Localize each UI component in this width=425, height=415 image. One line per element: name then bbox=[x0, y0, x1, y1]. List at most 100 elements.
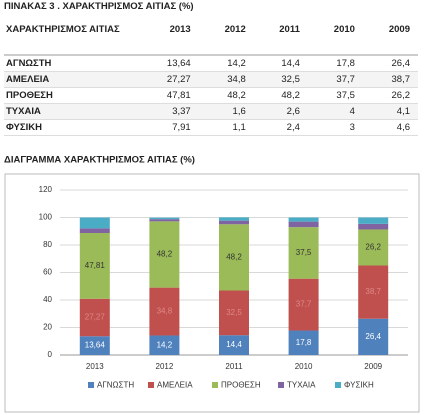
legend-label: ΦΥΣΙΚΗ bbox=[344, 381, 374, 390]
bar-segment bbox=[149, 221, 180, 288]
table-cell: 4 bbox=[307, 103, 363, 120]
legend-label: ΠΡΟΘΕΣΗ bbox=[221, 381, 261, 390]
table-cell: 2013 bbox=[139, 20, 199, 56]
bar-segment bbox=[288, 330, 319, 355]
data-label: 32,5 bbox=[226, 308, 242, 317]
bar-segment bbox=[358, 318, 389, 355]
bar-segment bbox=[219, 224, 249, 291]
x-tick-label: 2011 bbox=[225, 362, 243, 371]
table-cell: 7,91 bbox=[139, 119, 199, 136]
data-label: 48,2 bbox=[226, 252, 242, 261]
data-label: 17,8 bbox=[296, 338, 312, 347]
y-tick-label: 0 bbox=[48, 350, 53, 359]
table-cell: 47,81 bbox=[139, 87, 199, 104]
chart: ΔΙΑΓΡΑΜΜΑ ΧΑΡΑΚΤΗΡΙΣΜΟΣ ΑΙΤΙΑΣ (%) 0 20 40… bbox=[4, 155, 420, 413]
table-cell: 26,2 bbox=[362, 87, 418, 104]
table-cell: ΧΑΡΑΚΤΗΡΙΣΜΟΣ ΑΙΤΙΑΣ bbox=[4, 20, 139, 56]
table-cell: 2010 bbox=[307, 20, 363, 56]
table-row: ΑΜΕΛΕΙΑ 27,27 34,8 32,5 37,7 38,7 bbox=[4, 71, 418, 88]
data-label: 14,2 bbox=[157, 340, 173, 349]
table-row: ΤΥΧΑΙΑ 3,37 1,6 2,6 4 4,1 bbox=[4, 103, 418, 120]
data-label: 26,2 bbox=[365, 243, 381, 252]
y-tick-label: 120 bbox=[39, 185, 53, 194]
table-cell: 2012 bbox=[198, 20, 254, 56]
bar-segment bbox=[79, 298, 110, 337]
table-cell: 13,64 bbox=[139, 55, 199, 72]
y-tick-label: 100 bbox=[39, 213, 53, 222]
table-cell: 48,2 bbox=[253, 87, 308, 104]
legend-label: ΑΜΕΛΕΙΑ bbox=[157, 381, 193, 390]
bar-segment bbox=[149, 287, 180, 336]
y-tick-label: 40 bbox=[43, 295, 52, 304]
table-cell: 1,1 bbox=[198, 119, 254, 136]
bar-segment bbox=[79, 228, 110, 234]
data-label: 27,27 bbox=[85, 313, 106, 322]
table-cell: 3 bbox=[307, 119, 363, 136]
legend-label: ΑΓΝΩΣΤΗ bbox=[97, 381, 134, 390]
x-tick-label: 2012 bbox=[156, 362, 174, 371]
table-cell: 4,1 bbox=[362, 103, 418, 120]
table-cell: ΠΡΟΘΕΣΗ bbox=[4, 87, 139, 104]
x-tick-label: 2009 bbox=[364, 362, 382, 371]
chart-title: ΔΙΑΓΡΑΜΜΑ ΧΑΡΑΚΤΗΡΙΣΜΟΣ ΑΙΤΙΑΣ (%) bbox=[4, 155, 195, 166]
table-cell: 2011 bbox=[253, 20, 308, 56]
bar-segment bbox=[288, 278, 319, 331]
table-cell: 27,27 bbox=[139, 71, 199, 88]
bar-segment bbox=[219, 217, 249, 221]
data-label: 38,7 bbox=[365, 287, 381, 296]
bar-segment bbox=[149, 217, 180, 220]
data-label: 37,5 bbox=[296, 248, 312, 257]
data-label: 47,81 bbox=[85, 261, 106, 270]
data-label: 34,8 bbox=[157, 307, 173, 316]
table-cell: 17,8 bbox=[307, 55, 363, 72]
table-cell: 48,2 bbox=[198, 87, 254, 104]
bar-segment bbox=[79, 217, 110, 229]
table-cell: 14,2 bbox=[198, 55, 254, 72]
bar-segment bbox=[288, 217, 319, 222]
table-cell: 26,4 bbox=[362, 55, 418, 72]
table-title: ΠΙΝΑΚΑΣ 3 . ΧΑΡΑΚΤΗΡΙΣΜΟΣ ΑΙΤΙΑΣ (%) bbox=[4, 1, 194, 12]
y-tick-label: 20 bbox=[43, 323, 52, 332]
data-label: 14,4 bbox=[226, 340, 242, 349]
data-label: 37,7 bbox=[296, 300, 312, 309]
legend-label: ΤΥΧΑΙΑ bbox=[287, 381, 316, 390]
table-cell: 4,6 bbox=[362, 119, 418, 136]
table-cell: 2009 bbox=[362, 20, 418, 56]
table-row: ΦΥΣΙΚΗ 7,91 1,1 2,4 3 4,6 bbox=[4, 119, 418, 136]
data-label: 13,64 bbox=[85, 341, 106, 350]
table-cell: 37,7 bbox=[307, 71, 363, 88]
table-cell: ΑΓΝΩΣΤΗ bbox=[4, 55, 139, 72]
bar-segment bbox=[288, 227, 319, 279]
table-cell: 2,6 bbox=[253, 103, 308, 120]
legend-swatch bbox=[148, 382, 154, 388]
bar-segment bbox=[219, 335, 249, 355]
data-table: ΧΑΡΑΚΤΗΡΙΣΜΟΣ ΑΙΤΙΑΣ 2013 2012 2011 2010 2009… bbox=[4, 20, 418, 136]
bar-segment bbox=[149, 219, 180, 222]
bar-segment bbox=[358, 217, 389, 224]
bar-segment bbox=[79, 233, 110, 299]
legend-swatch bbox=[278, 382, 284, 388]
chart-frame bbox=[4, 173, 420, 413]
table-cell: ΤΥΧΑΙΑ bbox=[4, 103, 139, 120]
bar-segment bbox=[219, 290, 249, 336]
bar-segment bbox=[358, 265, 389, 319]
table-cell: ΑΜΕΛΕΙΑ bbox=[4, 71, 139, 88]
table-header: ΧΑΡΑΚΤΗΡΙΣΜΟΣ ΑΙΤΙΑΣ 2013 2012 2011 2010 2009 bbox=[4, 20, 418, 56]
bar-segment bbox=[358, 229, 389, 266]
x-tick-label: 2013 bbox=[86, 362, 104, 371]
data-label: 48,2 bbox=[157, 250, 173, 259]
data-label: 26,4 bbox=[365, 332, 381, 341]
table-cell: 37,5 bbox=[307, 87, 363, 104]
table-cell: 32,5 bbox=[253, 71, 308, 88]
legend-swatch bbox=[88, 382, 94, 388]
table-cell: 34,8 bbox=[198, 71, 254, 88]
legend-swatch bbox=[212, 382, 218, 388]
table-cell: 3,37 bbox=[139, 103, 199, 120]
table-cell: 2,4 bbox=[253, 119, 308, 136]
legend-swatch bbox=[335, 382, 341, 388]
table-cell: ΦΥΣΙΚΗ bbox=[4, 119, 139, 136]
bar-segment bbox=[79, 336, 110, 355]
bar-segment bbox=[149, 335, 180, 355]
x-tick-label: 2010 bbox=[295, 362, 313, 371]
